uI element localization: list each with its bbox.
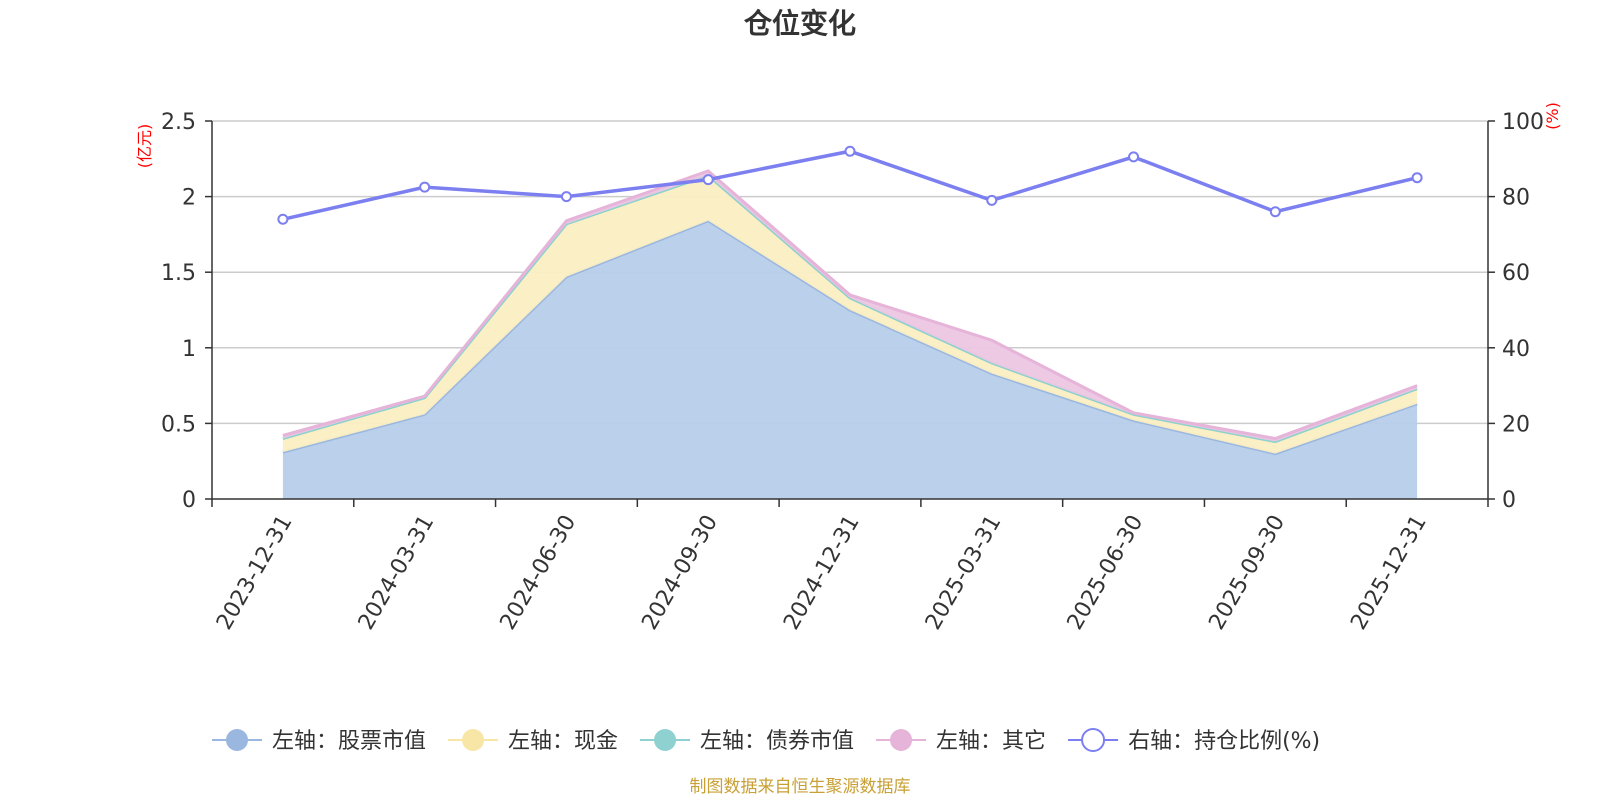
right-axis-tick-label: 40 [1502, 337, 1530, 362]
x-axis-tick-label: 2025-03-31 [921, 511, 1007, 634]
left-axis-tick-label: 1 [182, 337, 196, 362]
left-axis-tick-label: 2.5 [161, 110, 196, 135]
ratio-point [277, 213, 289, 225]
legend-label: 右轴：持仓比例(%) [1128, 729, 1320, 754]
left-axis-tick-label: 2 [182, 186, 196, 211]
legend-circle-icon [462, 729, 485, 751]
left-axis-tick-label: 1.5 [161, 261, 196, 286]
legend-circle-icon [226, 729, 248, 751]
right-axis-tick-label: 100 [1502, 110, 1544, 135]
chart-title: 仓位变化 [744, 7, 856, 40]
right-axis-unit: (%) [1543, 102, 1562, 130]
x-axis-tick-label: 2023-12-31 [212, 511, 298, 634]
x-axis-tick-label: 2024-06-30 [496, 511, 582, 634]
area-series-1 [282, 175, 1418, 454]
area-series-edge-3 [282, 169, 1418, 441]
legend-label: 左轴：债券市值 [700, 729, 854, 754]
ratio-line [282, 149, 1418, 221]
ratio-point [560, 191, 572, 203]
data-source-note: 制图数据来自恒生聚源数据库 [690, 777, 911, 797]
ratio-point [419, 181, 431, 193]
legend-item-2[interactable]: 左轴：债券市值 [640, 729, 854, 754]
area-series-0 [282, 220, 1418, 500]
legend-circle-icon [1081, 728, 1106, 752]
x-axis-tick-label: 2025-06-30 [1063, 511, 1149, 634]
legend-circle-icon [654, 729, 677, 751]
x-axis-tick-label: 2025-12-31 [1346, 511, 1432, 634]
area-series [282, 169, 1418, 500]
grid-lines [212, 120, 1488, 425]
ratio-point [1269, 206, 1281, 218]
right-axis-tick-label: 60 [1502, 261, 1530, 286]
left-axis-tick-label: 0.5 [161, 412, 196, 437]
legend-item-0[interactable]: 左轴：股票市值 [212, 729, 426, 754]
ratio-point [986, 194, 998, 206]
left-axis-unit: (亿元) [135, 124, 154, 169]
ratio-point [844, 145, 856, 157]
legend-item-4[interactable]: 右轴：持仓比例(%) [1068, 728, 1320, 754]
x-axis-tick-label: 2025-09-30 [1204, 511, 1290, 634]
legend-item-1[interactable]: 左轴：现金 [448, 729, 618, 754]
legend[interactable]: 左轴：股票市值 左轴：现金 左轴：债券市值 左轴：其它 右轴：持仓比例(%) [212, 728, 1320, 754]
right-axis-tick-label: 0 [1502, 488, 1516, 513]
right-axis-tick-label: 20 [1502, 412, 1530, 437]
ratio-line-series [277, 145, 1423, 225]
x-axis-tick-label: 2024-03-31 [354, 511, 440, 634]
ratio-point [702, 174, 714, 186]
legend-label: 左轴：股票市值 [272, 729, 426, 754]
legend-label: 左轴：其它 [936, 729, 1046, 754]
left-axis-tick-label: 0 [182, 488, 196, 513]
legend-label: 左轴：现金 [508, 729, 618, 754]
x-axis-tick-label: 2024-09-30 [637, 511, 723, 634]
right-axis-tick-label: 80 [1502, 186, 1530, 211]
ratio-point [1411, 172, 1423, 184]
x-axis-tick-label: 2024-12-31 [779, 511, 865, 634]
legend-circle-icon [890, 729, 913, 751]
ratio-point [1128, 151, 1140, 163]
legend-item-3[interactable]: 左轴：其它 [876, 729, 1046, 754]
